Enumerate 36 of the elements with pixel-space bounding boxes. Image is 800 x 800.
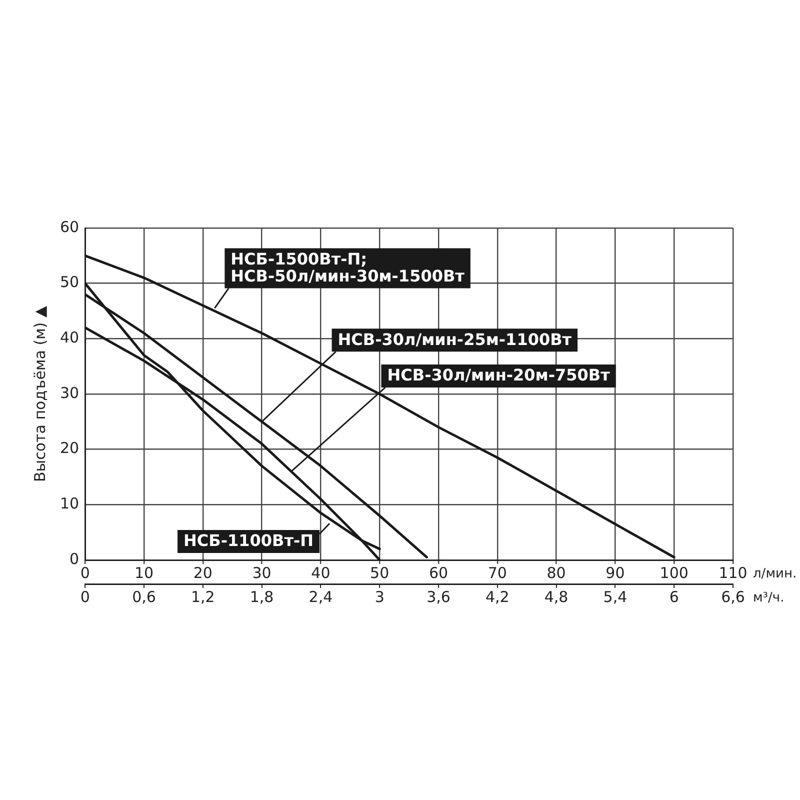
annotation: НСВ-30л/мин-20м-750Вт [387,366,611,385]
annotation: НСВ-30л/мин-25м-1100Вт [338,330,572,349]
y-tick-label: 20 [60,439,80,458]
y-tick-label: 30 [60,384,80,402]
x-tick-label: 70 [488,564,507,582]
x2-tick-label: 1,8 [250,588,274,606]
y-tick-label: 60 [60,218,80,236]
x-tick-label: 100 [660,564,688,582]
x-tick-label: 30 [252,564,272,582]
x-tick-label: 60 [428,564,448,582]
x-tick-label: 20 [193,564,212,582]
y-tick-label: 40 [60,328,80,347]
x-tick-label: 90 [606,564,625,582]
x-tick-label: 10 [134,564,154,582]
x-tick-label: 40 [311,564,330,582]
y-axis-title: Высота подъёма (м) ▲ [30,306,49,482]
x2-tick-label: 4,2 [485,588,510,606]
annotation: НСБ-1500Вт-П; НСВ-50л/мин-30м-1500Вт [230,249,466,286]
x2-tick-label: 2,4 [308,588,333,606]
y-tick-label: 50 [60,273,80,292]
annotation: НСБ-1100Вт-П [184,531,314,550]
x-tick-label: 50 [370,564,390,582]
y-tick-label: 0 [70,550,80,568]
x-tick-label: 80 [546,564,566,582]
x2-tick-label: 6 [669,588,679,606]
x2-tick-label: 1,2 [190,588,215,606]
x2-axis-title: м³/ч. [753,590,784,606]
x-axis-title: л/мин. [753,566,797,582]
x2-tick-label: 3,6 [426,588,450,606]
x2-tick-label: 0,6 [132,588,156,606]
y-tick-label: 10 [60,494,80,513]
x2-tick-label: 6,6 [721,588,745,606]
x2-tick-label: 5,4 [603,588,628,606]
x-tick-label: 110 [718,564,748,582]
x2-tick-label: 3 [374,588,384,606]
x2-tick-label: 4,8 [544,588,568,606]
